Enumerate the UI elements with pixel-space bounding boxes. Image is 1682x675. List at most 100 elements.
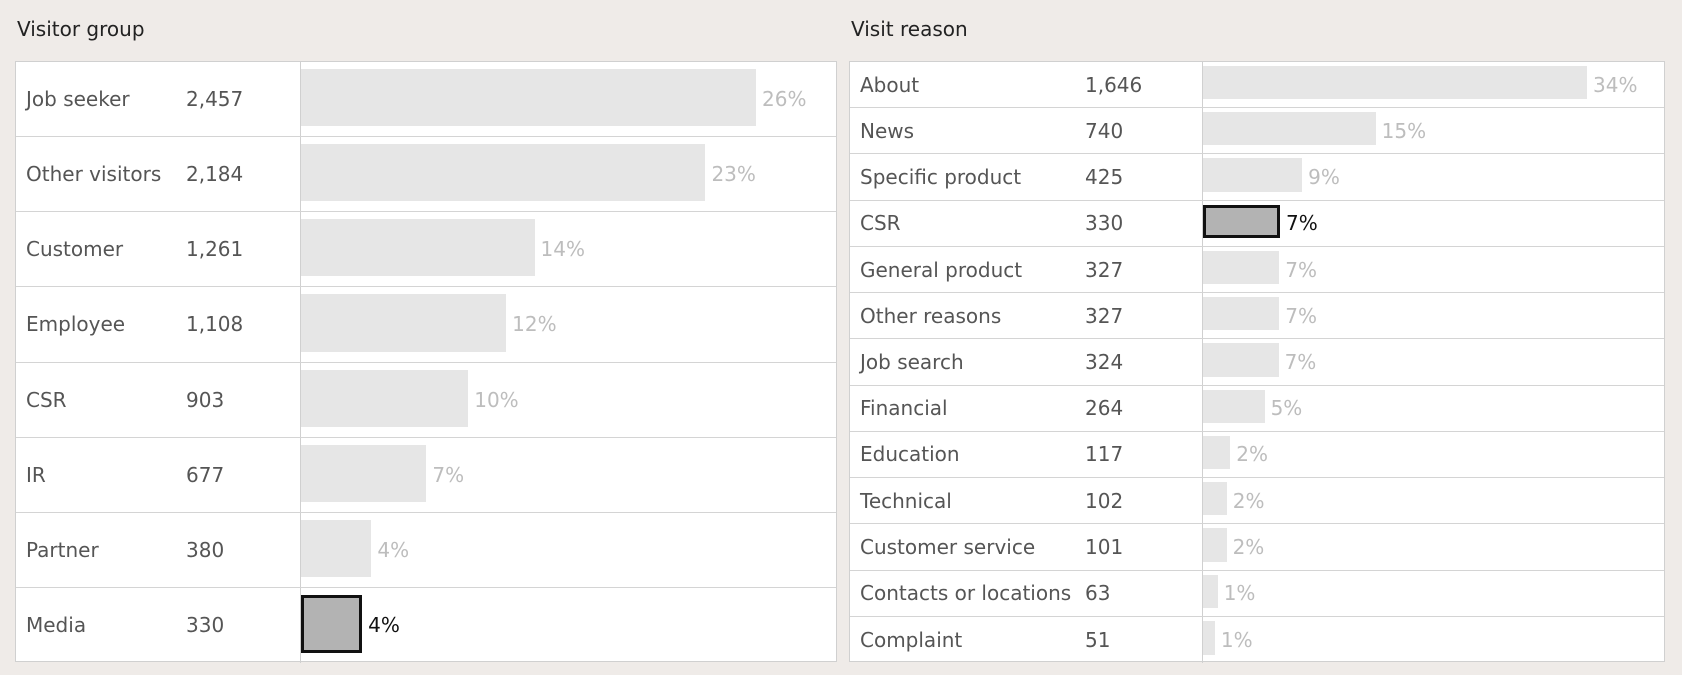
table-row[interactable]: Job search 324 7% [850,339,1664,386]
table-row[interactable]: Other visitors 2,184 23% [16,137,836,213]
bar-cell: 4% [300,587,836,663]
bar-cell: 7% [1202,246,1664,293]
table-row[interactable]: Financial 264 5% [850,385,1664,432]
percent-label: 7% [1285,257,1318,282]
bar-cell: 7% [1202,293,1664,339]
bar-cell: 5% [1202,385,1664,431]
table-row[interactable]: IR 677 7% [16,437,836,513]
category-label: Job search [860,349,964,374]
count-value: 2,457 [186,87,244,112]
count-value: 63 [1085,581,1111,606]
bar[interactable] [1203,158,1303,192]
count-value: 740 [1085,118,1124,143]
percent-label: 2% [1232,488,1265,513]
category-label: Contacts or locations [860,581,1072,606]
bar-cell: 34% [1202,62,1664,108]
bar-cell: 7% [1202,200,1664,246]
category-label: Other reasons [860,303,1002,328]
table-row[interactable]: Partner 380 4% [16,512,836,588]
bar-cell: 15% [1202,108,1664,154]
table-row[interactable]: Education 117 2% [850,431,1664,479]
percent-label: 4% [377,537,410,562]
table-row[interactable]: Employee 1,108 12% [16,287,836,363]
panel-title: Visit reason [851,17,968,41]
bar-cell: 23% [300,137,836,212]
bar-selected[interactable] [1203,204,1280,238]
bar-cell: 7% [300,437,836,512]
table-row[interactable]: About 1,646 34% [850,62,1664,109]
percent-label: 7% [1285,303,1318,328]
bar[interactable] [301,519,372,577]
category-label: Specific product [860,165,1022,190]
bar[interactable] [1203,297,1280,331]
bar[interactable] [1203,112,1376,146]
bar[interactable] [301,444,427,502]
table-row[interactable]: Job seeker 2,457 26% [16,62,836,138]
table-row[interactable]: Technical 102 2% [850,478,1664,525]
table-row[interactable]: Contacts or locations 63 1% [850,570,1664,617]
percent-label: 4% [368,613,400,638]
bar-cell: 10% [300,362,836,437]
count-value: 330 [186,613,225,638]
bar[interactable] [1203,435,1231,470]
category-label: General product [860,257,1023,282]
bar[interactable] [1203,620,1215,655]
count-value: 101 [1085,534,1124,559]
category-label: Employee [26,312,126,337]
bar-cell: 26% [300,62,836,137]
percent-label: 5% [1270,396,1303,421]
table-row[interactable]: Customer 1,261 14% [16,212,836,288]
percent-label: 14% [540,237,585,262]
bar[interactable] [1203,250,1280,285]
bar[interactable] [1203,389,1265,423]
percent-label: 15% [1381,118,1427,143]
percent-label: 34% [1593,72,1638,97]
bar-cell: 14% [300,212,836,287]
category-label: News [860,118,915,143]
percent-label: 7% [1285,211,1318,236]
count-value: 903 [186,387,225,412]
table-row[interactable]: CSR 330 7% [850,200,1664,247]
table-row[interactable]: Other reasons 327 7% [850,293,1664,340]
count-value: 264 [1085,396,1124,421]
table-row[interactable]: Complaint 51 1% [850,616,1664,663]
count-value: 102 [1085,488,1124,513]
bar[interactable] [301,144,706,202]
bar-selected[interactable] [301,594,363,653]
table-row[interactable]: Media 330 4% [16,587,836,663]
bar[interactable] [1203,482,1227,516]
count-value: 51 [1085,627,1111,652]
bar-cell: 1% [1202,570,1664,616]
bar[interactable] [301,369,469,427]
percent-label: 1% [1220,627,1253,652]
panel-title: Visitor group [17,17,145,41]
table-row[interactable]: Customer service 101 2% [850,524,1664,571]
bar-cell: 7% [1202,339,1664,385]
bar[interactable] [1203,66,1587,100]
category-label: Technical [860,488,952,513]
category-label: Job seeker [26,87,130,112]
bar[interactable] [1203,528,1227,562]
bar[interactable] [1203,574,1218,608]
count-value: 2,184 [186,162,244,187]
category-label: Partner [26,537,99,562]
category-label: CSR [26,387,67,412]
percent-label: 10% [474,387,519,412]
bar[interactable] [301,219,535,277]
category-label: Education [860,442,960,467]
bar[interactable] [301,69,756,127]
table-row[interactable]: Specific product 425 9% [850,154,1664,201]
percent-label: 7% [1284,349,1317,374]
percent-label: 7% [432,462,465,487]
table-row[interactable]: General product 327 7% [850,246,1664,294]
category-label: Customer service [860,534,1036,559]
category-label: Complaint [860,627,963,652]
bar-cell: 2% [1202,524,1664,570]
bar[interactable] [1203,343,1279,377]
table-row[interactable]: News 740 15% [850,108,1664,155]
bar[interactable] [301,294,507,352]
category-label: Other visitors [26,162,162,187]
count-value: 677 [186,462,225,487]
table-row[interactable]: CSR 903 10% [16,362,836,438]
percent-label: 12% [512,312,557,337]
